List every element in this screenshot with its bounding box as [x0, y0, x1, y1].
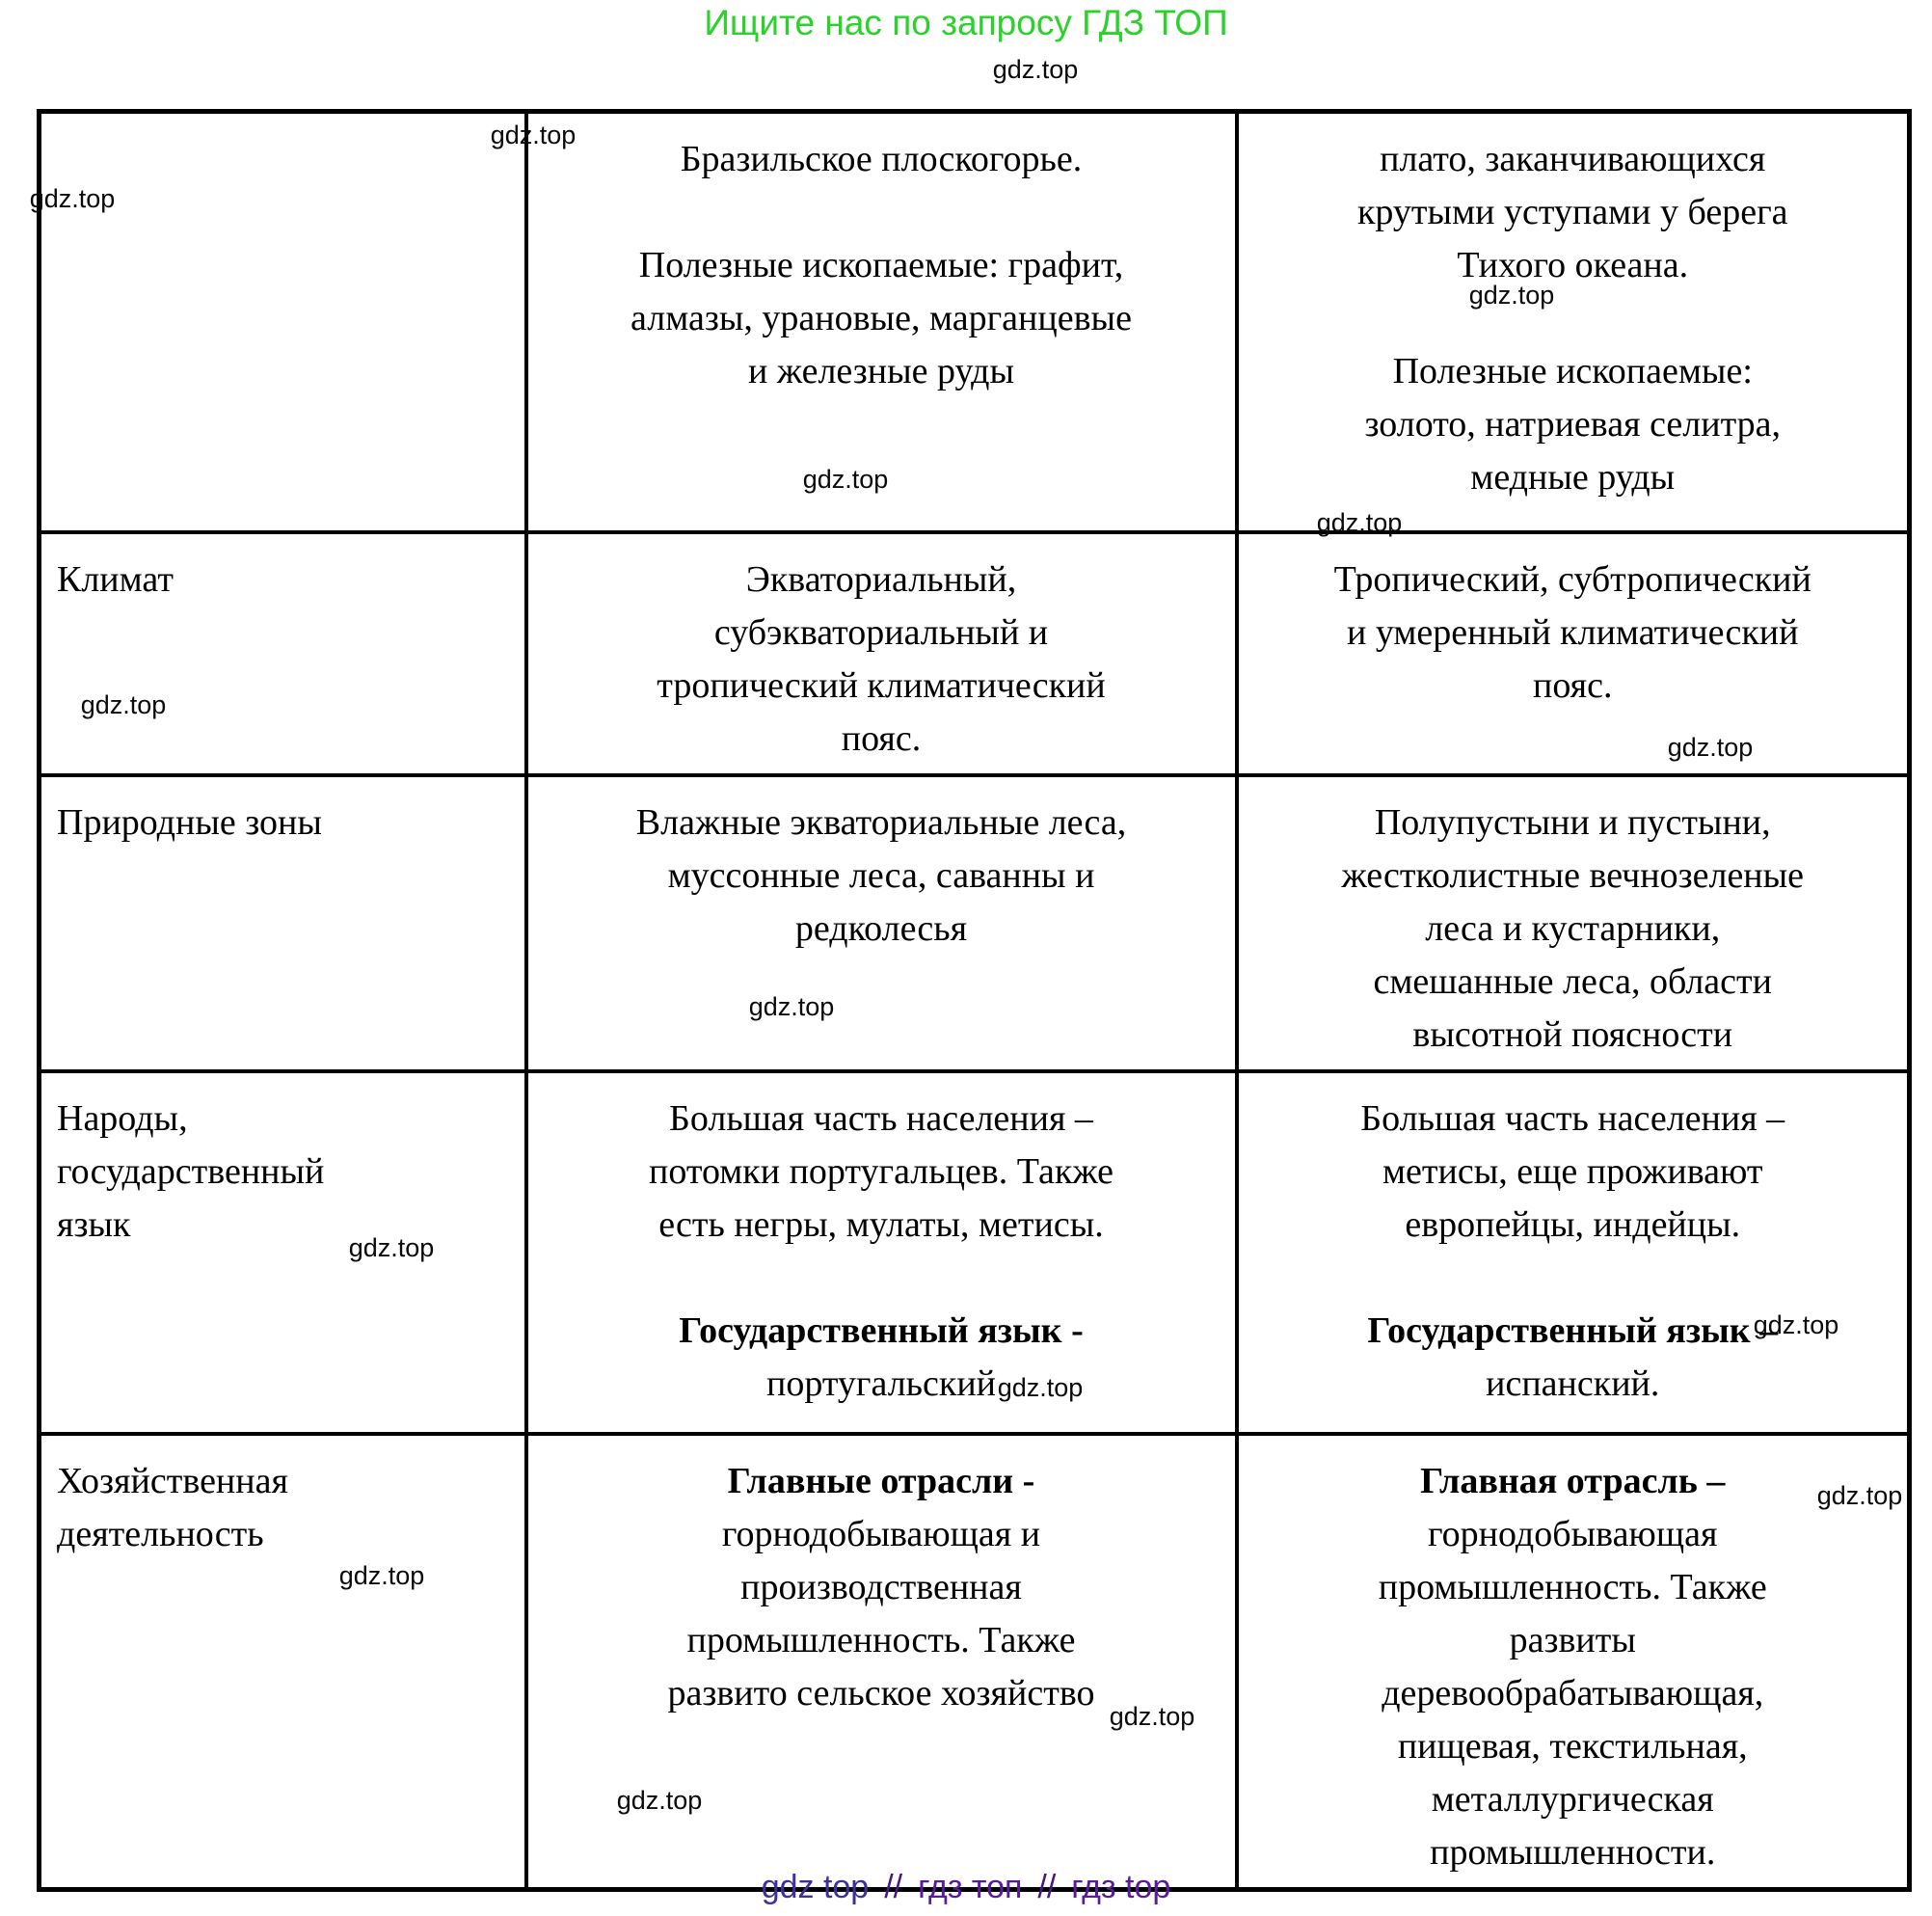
relief-west-description: плато, заканчивающихся крутыми уступами … [1356, 139, 1788, 285]
gdz-watermark: gdz.top [1109, 1702, 1195, 1731]
climate-west-text: Тропический, субтропический и умеренный … [1333, 558, 1811, 706]
cell-economy-brazil: Главные отрасли - горнодобывающая и прои… [523, 1431, 1239, 1891]
footer-separator: // [1037, 1869, 1057, 1905]
cell-peoples-brazil: Большая часть населения – потомки португ… [523, 1068, 1239, 1436]
peoples-brazil-text: Большая часть населения – потомки португ… [649, 1097, 1114, 1245]
peoples-label: Народы, государственный язык [57, 1097, 325, 1245]
gdz-watermark: gdz.top [29, 184, 116, 213]
footer-separator: // [884, 1869, 903, 1905]
economy-label: Хозяйственная деятельность [57, 1460, 288, 1554]
economy-west-lead: Главная отрасль – [1420, 1460, 1726, 1501]
cell-climate-label: Климат [37, 529, 528, 777]
table-row-natural-zones: Природные зоны Влажные экваториальные ле… [37, 772, 1912, 1073]
table-row-economic-activity: Хозяйственная деятельность Главные отрас… [37, 1431, 1912, 1891]
cell-zones-label: Природные зоны [37, 772, 528, 1073]
peoples-west-language-value: испанский. [1486, 1363, 1660, 1404]
table-row-relief: Бразильское плоскогорье. Полезные ископа… [37, 109, 1912, 534]
economy-brazil-lead: Главные отрасли - [727, 1460, 1035, 1501]
cell-economy-label: Хозяйственная деятельность [37, 1431, 528, 1891]
comparison-table: Бразильское плоскогорье. Полезные ископа… [37, 109, 1912, 1892]
table-row-peoples-language: Народы, государственный язык Большая час… [37, 1068, 1912, 1436]
table-row-climate: Климат Экваториальный, субэкваториальный… [37, 529, 1912, 777]
cell-peoples-west: Большая часть населения – метисы, еще пр… [1234, 1068, 1912, 1436]
gdz-watermark: gdz.top [992, 55, 1079, 84]
gdz-watermark: gdz.top [338, 1561, 425, 1590]
climate-brazil-text: Экваториальный, субэкваториальный и троп… [657, 558, 1106, 759]
gdz-watermark: gdz.top [802, 465, 889, 494]
gdz-watermark: gdz.top [348, 1233, 435, 1262]
relief-brazil-minerals: Полезные ископаемые: графит, алмазы, ура… [631, 245, 1132, 391]
footer-link-gdz-top-mixed: гдз top [1071, 1869, 1171, 1905]
zones-west-text: Полупустыни и пустыни, жестколистные веч… [1341, 801, 1805, 1055]
gdz-watermark: gdz.top [490, 121, 577, 149]
peoples-brazil-language-value: португальский [765, 1363, 997, 1404]
economy-west-text: горнодобывающая промышленность. Также ра… [1378, 1513, 1767, 1873]
economy-brazil-text: горнодобывающая и производственная промы… [667, 1513, 1095, 1714]
zones-brazil-text: Влажные экваториальные леса, муссонные л… [635, 801, 1127, 949]
cell-relief-brazil: Бразильское плоскогорье. Полезные ископа… [523, 109, 1239, 534]
footer-link-gdz-top-cyrillic: гдз топ [918, 1869, 1023, 1905]
relief-brazil-title: Бразильское плоскогорье. [680, 139, 1083, 179]
cell-zones-west: Полупустыни и пустыни, жестколистные веч… [1234, 772, 1912, 1073]
gdz-watermark: gdz.top [80, 690, 167, 719]
cell-climate-west: Тропический, субтропический и умеренный … [1234, 529, 1912, 777]
gdz-watermark: gdz.top [1753, 1310, 1839, 1339]
cell-peoples-label: Народы, государственный язык [37, 1068, 528, 1436]
gdz-watermark: gdz.top [1667, 733, 1754, 762]
cell-zones-brazil: Влажные экваториальные леса, муссонные л… [523, 772, 1239, 1073]
gdz-watermark: gdz.top [1816, 1481, 1903, 1510]
gdz-watermark: gdz.top [997, 1373, 1084, 1402]
peoples-brazil-language-label: Государственный язык - [679, 1309, 1084, 1351]
gdz-watermark: gdz.top [1468, 281, 1555, 310]
gdz-watermark: gdz.top [1316, 508, 1403, 537]
cell-relief-label [37, 109, 528, 534]
gdz-watermark: gdz.top [748, 992, 835, 1021]
climate-label: Климат [57, 558, 174, 600]
footer-links: gdz top // гдз топ // гдз top [0, 1869, 1932, 1905]
peoples-west-text: Большая часть населения – метисы, еще пр… [1360, 1097, 1785, 1245]
footer-link-gdz-top: gdz top [761, 1869, 870, 1905]
relief-west-minerals: Полезные ископаемые: золото, натриевая с… [1364, 351, 1782, 498]
zones-label: Природные зоны [57, 801, 322, 843]
cell-climate-brazil: Экваториальный, субэкваториальный и троп… [523, 529, 1239, 777]
promo-banner: Ищите нас по запросу ГДЗ ТОП [704, 3, 1228, 42]
gdz-watermark: gdz.top [616, 1786, 703, 1815]
peoples-west-language-label: Государственный язык – [1367, 1309, 1779, 1351]
cell-relief-west: плато, заканчивающихся крутыми уступами … [1234, 109, 1912, 534]
cell-economy-west: Главная отрасль – горнодобывающая промыш… [1234, 1431, 1912, 1891]
